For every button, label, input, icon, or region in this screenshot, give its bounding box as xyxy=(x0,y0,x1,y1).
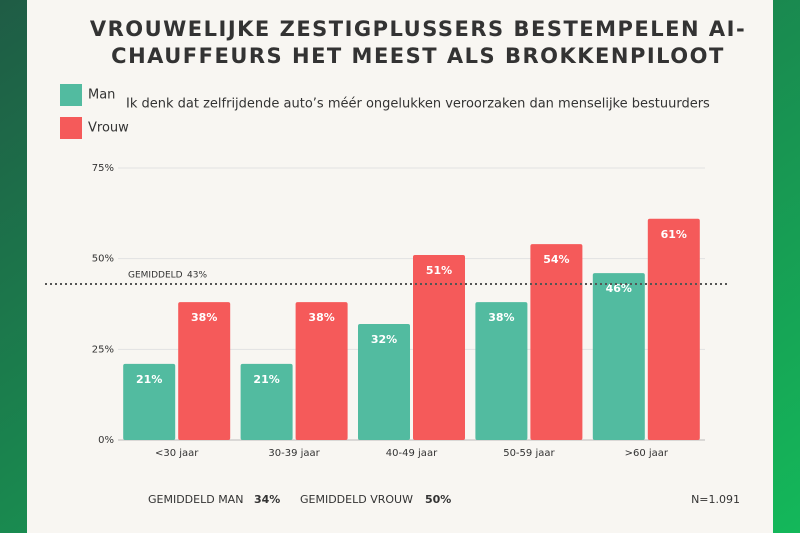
chart-title: VROUWELIJKE ZESTIGPLUSSERS BESTEMPELEN A… xyxy=(90,17,746,41)
data-label: 21% xyxy=(253,373,279,386)
legend-swatch xyxy=(60,117,82,139)
x-tick-label: <30 jaar xyxy=(155,448,199,459)
x-tick-label: 30-39 jaar xyxy=(268,448,320,459)
sample-size: N=1.091 xyxy=(691,493,740,506)
y-tick-label: 50% xyxy=(92,254,114,265)
y-tick-label: 25% xyxy=(92,344,114,355)
data-label: 32% xyxy=(371,333,397,346)
bar xyxy=(413,255,465,440)
x-tick-label: 40-49 jaar xyxy=(386,448,438,459)
bar xyxy=(475,302,528,440)
subtitle: Ik denk dat zelfrijdende auto’s méér ong… xyxy=(126,97,710,112)
average-value: 43% xyxy=(187,271,207,281)
footer-label: GEMIDDELD VROUW xyxy=(300,493,413,506)
footer-value: 34% xyxy=(254,493,280,506)
footer-label: GEMIDDELD MAN xyxy=(148,493,243,506)
chart-title: CHAUFFEURS HET MEEST ALS BROKKENPILOOT xyxy=(111,44,725,68)
data-label: 61% xyxy=(661,228,687,241)
data-label: 38% xyxy=(308,311,334,324)
average-label: GEMIDDELD xyxy=(128,271,183,281)
data-label: 21% xyxy=(136,373,162,386)
legend-swatch xyxy=(60,84,82,106)
bar xyxy=(358,323,410,440)
footer-value: 50% xyxy=(425,493,451,506)
x-tick-label: 50-59 jaar xyxy=(503,448,555,459)
data-label: 46% xyxy=(606,282,632,295)
bar xyxy=(295,302,348,440)
x-tick-label: >60 jaar xyxy=(625,448,669,459)
bar xyxy=(123,363,176,440)
y-tick-label: 75% xyxy=(92,163,114,174)
bar xyxy=(240,363,293,440)
bar xyxy=(647,218,700,440)
bar xyxy=(592,273,645,440)
bar xyxy=(530,244,583,440)
legend-label: Man xyxy=(88,88,115,103)
y-tick-label: 0% xyxy=(98,435,114,446)
data-label: 51% xyxy=(426,264,452,277)
bar xyxy=(178,302,231,440)
data-label: 54% xyxy=(543,253,569,266)
data-label: 38% xyxy=(191,311,217,324)
data-label: 38% xyxy=(488,311,514,324)
legend-label: Vrouw xyxy=(88,121,129,136)
